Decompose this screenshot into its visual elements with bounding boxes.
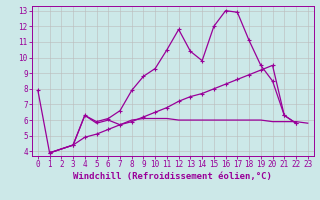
X-axis label: Windchill (Refroidissement éolien,°C): Windchill (Refroidissement éolien,°C) bbox=[73, 172, 272, 181]
